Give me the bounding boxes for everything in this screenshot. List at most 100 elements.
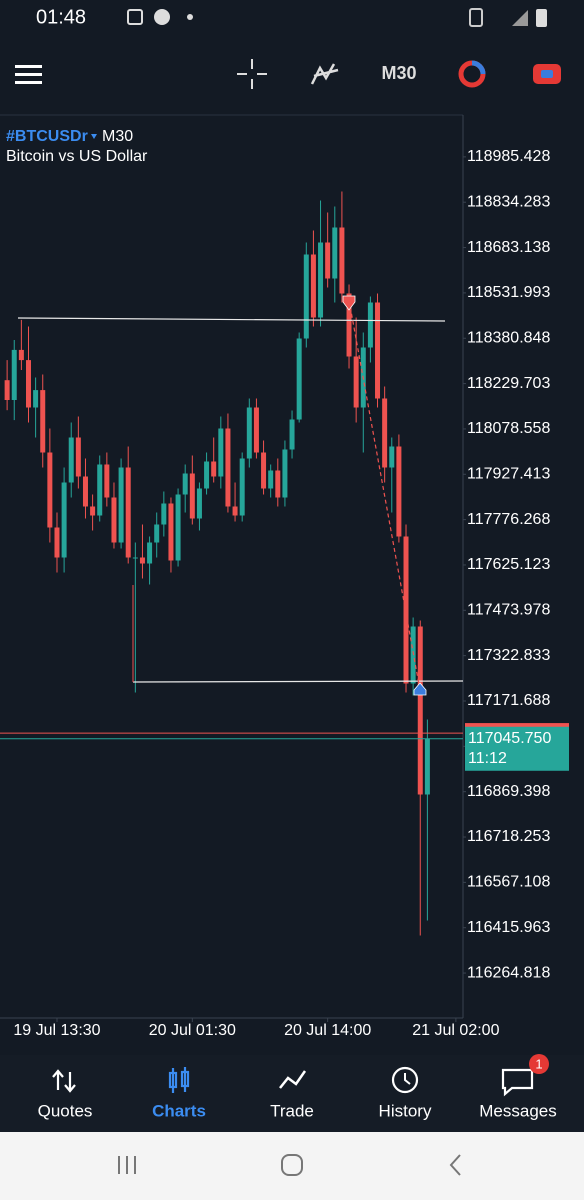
system-nav bbox=[0, 1132, 584, 1200]
messages-badge bbox=[529, 1054, 549, 1074]
candle-body bbox=[204, 461, 210, 489]
candle-body bbox=[25, 360, 31, 408]
candle-body bbox=[118, 467, 124, 543]
candle-body bbox=[104, 464, 110, 498]
charts-icon bbox=[168, 1067, 190, 1093]
messages-icon bbox=[501, 1068, 534, 1097]
trend-line[interactable] bbox=[17, 317, 446, 322]
candle-body bbox=[396, 446, 402, 537]
candle-body bbox=[111, 497, 117, 543]
y-tick-label: 118078.558 bbox=[467, 420, 550, 437]
status-time: 01:48 bbox=[36, 6, 86, 28]
bid-label-box bbox=[465, 726, 569, 771]
nav-label[interactable]: Quotes bbox=[38, 1101, 93, 1120]
nav-label[interactable]: History bbox=[379, 1101, 432, 1120]
y-tick-label: 117322.833 bbox=[467, 647, 550, 664]
nav-label[interactable]: Messages bbox=[479, 1101, 556, 1120]
signal-icon bbox=[512, 10, 528, 26]
chart-timeframe: M30 bbox=[102, 128, 133, 145]
trade-icon bbox=[279, 1070, 307, 1089]
menu-button[interactable] bbox=[15, 65, 42, 84]
trade-path bbox=[348, 299, 421, 691]
nav-label[interactable]: Charts bbox=[152, 1101, 206, 1120]
candle-body bbox=[125, 467, 131, 558]
badge-count: 1 bbox=[535, 1056, 542, 1071]
candle-body bbox=[75, 437, 81, 477]
candle-body bbox=[289, 419, 295, 450]
candle-body bbox=[296, 338, 302, 420]
y-tick-label: 116567.108 bbox=[467, 874, 550, 891]
trade-button[interactable] bbox=[533, 64, 561, 84]
candle-body bbox=[417, 626, 423, 795]
candle-body bbox=[61, 482, 67, 558]
candle-body bbox=[97, 464, 103, 516]
symbol-dropdown[interactable] bbox=[91, 134, 97, 139]
candle-body bbox=[182, 473, 188, 495]
y-tick-label: 118531.993 bbox=[467, 284, 550, 301]
indicators-button[interactable] bbox=[310, 63, 339, 85]
candle-body bbox=[339, 227, 345, 294]
y-tick-label: 118985.428 bbox=[467, 148, 550, 165]
horizontal-line[interactable] bbox=[132, 680, 464, 683]
candle-body bbox=[310, 254, 316, 318]
candle-body bbox=[68, 437, 74, 483]
timeframe-button[interactable]: M30 bbox=[381, 63, 416, 83]
candle-body bbox=[11, 349, 17, 400]
candle-body bbox=[253, 407, 259, 453]
messenger-icon bbox=[154, 9, 170, 25]
candle-body bbox=[82, 476, 88, 507]
recent-apps-button[interactable] bbox=[118, 1156, 136, 1174]
candle-body bbox=[353, 356, 359, 408]
candle-body bbox=[325, 242, 331, 279]
crosshair-button[interactable] bbox=[237, 59, 267, 89]
candle-body bbox=[154, 524, 160, 543]
x-tick-label: 20 Jul 01:30 bbox=[149, 1022, 236, 1039]
candle-body bbox=[282, 449, 288, 498]
y-tick-label: 118834.283 bbox=[467, 193, 550, 210]
candle-body bbox=[40, 390, 46, 453]
symbol-description: Bitcoin vs US Dollar bbox=[6, 148, 148, 165]
symbol[interactable]: #BTCUSDr bbox=[6, 128, 88, 145]
candle-body bbox=[382, 398, 388, 468]
battery-icon bbox=[536, 9, 547, 27]
nfc-icon bbox=[469, 8, 483, 27]
candle-body bbox=[332, 227, 338, 279]
nav-label[interactable]: Trade bbox=[270, 1101, 314, 1120]
y-tick-label: 116264.818 bbox=[467, 964, 550, 981]
candle-body bbox=[211, 461, 217, 477]
candle-body bbox=[54, 527, 60, 558]
candle-body bbox=[367, 302, 373, 348]
dot-icon bbox=[187, 14, 193, 20]
candle-body bbox=[218, 428, 224, 477]
y-tick-label: 116718.253 bbox=[467, 828, 550, 845]
candle-body bbox=[175, 494, 181, 561]
bid-price-label: 117045.750 bbox=[468, 730, 551, 747]
buy-marker[interactable] bbox=[413, 682, 427, 696]
y-tick-label: 116869.398 bbox=[467, 783, 550, 800]
y-tick-label: 116415.963 bbox=[467, 919, 550, 936]
candle-body bbox=[239, 458, 245, 516]
candle-body bbox=[389, 446, 395, 468]
home-button[interactable] bbox=[281, 1154, 303, 1176]
plot-area[interactable] bbox=[4, 191, 430, 936]
candle-body bbox=[375, 302, 381, 399]
candle-body bbox=[18, 349, 24, 361]
candle-body bbox=[33, 390, 39, 408]
candle-body bbox=[275, 470, 281, 498]
candle-body bbox=[132, 557, 138, 559]
candle-body bbox=[47, 452, 53, 528]
history-icon bbox=[391, 1066, 419, 1094]
x-tick-label: 21 Jul 02:00 bbox=[412, 1022, 499, 1039]
objects-button[interactable] bbox=[458, 60, 486, 88]
candle-body bbox=[261, 452, 267, 489]
back-button[interactable] bbox=[449, 1154, 461, 1176]
candle-body bbox=[139, 557, 145, 564]
candle-body bbox=[4, 380, 10, 400]
candle-body bbox=[424, 738, 430, 795]
sell-marker[interactable] bbox=[342, 295, 356, 311]
quotes-icon bbox=[52, 1069, 76, 1093]
candle-body bbox=[196, 488, 202, 519]
y-tick-label: 117927.413 bbox=[467, 465, 550, 482]
y-tick-label: 117473.978 bbox=[467, 602, 550, 619]
